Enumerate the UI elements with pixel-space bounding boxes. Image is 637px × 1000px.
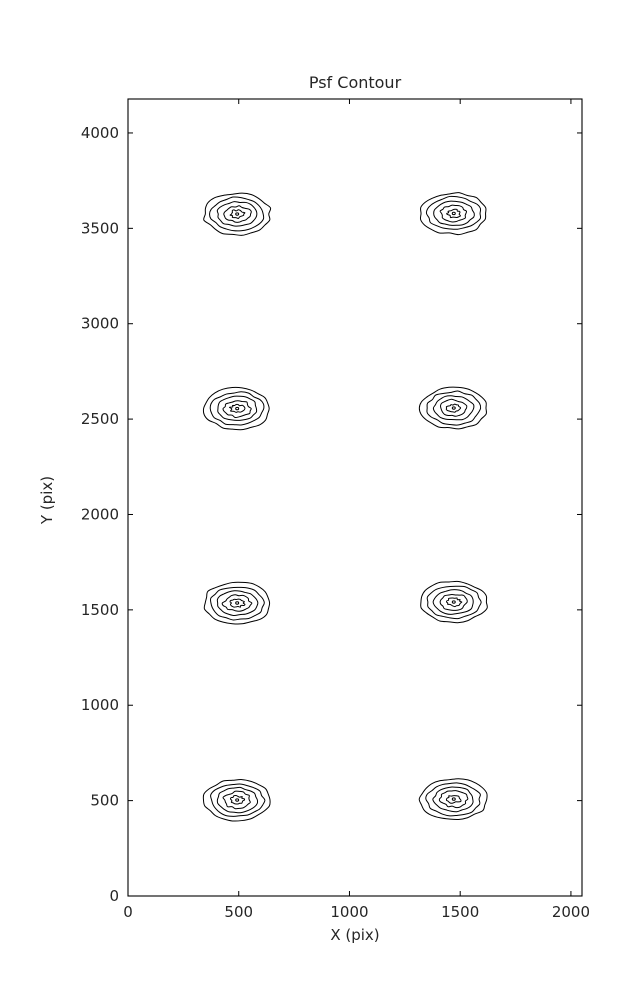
y-tick-label: 4000 <box>81 124 119 142</box>
y-tick-label: 500 <box>90 792 119 810</box>
contour-level-4 <box>203 581 271 625</box>
contour-level-3 <box>209 586 265 621</box>
contour-level-0 <box>446 597 463 608</box>
y-tick-label: 1000 <box>81 696 119 714</box>
contour-level-4 <box>419 192 487 236</box>
y-tick-label: 3000 <box>81 315 119 333</box>
psf-contour-blob <box>418 386 487 430</box>
contour-level-3 <box>209 196 265 232</box>
y-axis-label: Y (pix) <box>38 476 56 525</box>
y-tick-label: 2500 <box>81 410 119 428</box>
x-axis-label: X (pix) <box>330 926 379 944</box>
contour-level-4 <box>202 779 271 822</box>
axes-frame <box>127 98 583 897</box>
contour-level-1 <box>222 790 251 810</box>
psf-contour-blob <box>202 779 271 822</box>
contour-level-4 <box>420 580 488 624</box>
psf-contour-blob <box>420 580 488 624</box>
x-tick-label: 1500 <box>441 903 479 921</box>
contour-peak <box>235 798 240 802</box>
contour-level-4 <box>203 192 272 236</box>
plot-frame <box>127 98 583 897</box>
contour-peak <box>451 406 456 410</box>
contour-level-2 <box>432 786 474 813</box>
psf-contour-blob <box>419 192 487 236</box>
contour-level-0 <box>229 598 246 608</box>
contour-level-3 <box>425 782 481 817</box>
contour-peak <box>235 601 240 605</box>
x-tick-label: 0 <box>123 903 133 921</box>
psf-contour-blob <box>418 778 488 821</box>
contour-series <box>202 192 488 822</box>
contour-level-2 <box>216 590 259 617</box>
x-tick-label: 1000 <box>330 903 368 921</box>
contour-level-3 <box>210 783 266 817</box>
x-tick-label: 2000 <box>552 903 590 921</box>
contour-level-4 <box>418 778 488 821</box>
contour-level-3 <box>426 585 482 620</box>
contour-level-3 <box>426 390 482 426</box>
contour-level-1 <box>221 594 253 612</box>
contour-level-2 <box>216 786 259 814</box>
contour-level-0 <box>445 403 462 413</box>
contour-level-0 <box>446 208 461 219</box>
contour-level-0 <box>445 795 462 804</box>
contour-level-1 <box>222 400 252 419</box>
contour-level-2 <box>432 395 475 421</box>
contour-level-3 <box>425 195 482 230</box>
psf-contour-blob <box>202 386 270 431</box>
contour-level-1 <box>438 790 469 809</box>
y-tick-label: 3500 <box>81 219 119 237</box>
contour-level-0 <box>229 403 246 413</box>
chart-title: Psf Contour <box>309 73 402 92</box>
contour-peak <box>451 211 456 216</box>
contour-level-3 <box>209 391 265 426</box>
contour-level-1 <box>439 593 468 611</box>
contour-level-1 <box>223 205 252 223</box>
psf-contour-blob <box>203 581 271 625</box>
contour-level-0 <box>229 209 246 219</box>
contour-level-1 <box>439 204 468 223</box>
contour-peak <box>451 797 456 801</box>
contour-level-4 <box>202 386 270 431</box>
contour-level-1 <box>440 398 468 417</box>
contour-level-2 <box>216 201 258 227</box>
y-tick-label: 2000 <box>81 505 119 523</box>
y-tick-label: 0 <box>109 887 119 905</box>
contour-level-0 <box>230 794 246 805</box>
y-tick-label: 1500 <box>81 601 119 619</box>
contour-peak <box>235 212 240 216</box>
x-axis-ticks: 0 500 1000 1500 2000 <box>123 99 590 921</box>
contour-level-2 <box>432 589 474 615</box>
psf-contour-blob <box>203 192 272 236</box>
contour-level-2 <box>433 200 475 226</box>
contour-level-2 <box>217 395 258 421</box>
contour-peak <box>451 600 456 604</box>
contour-level-4 <box>418 386 487 430</box>
x-tick-label: 500 <box>224 903 253 921</box>
y-axis-ticks: 0 500 1000 1500 2000 2500 3000 3500 4000 <box>81 124 582 905</box>
contour-peak <box>235 406 240 411</box>
